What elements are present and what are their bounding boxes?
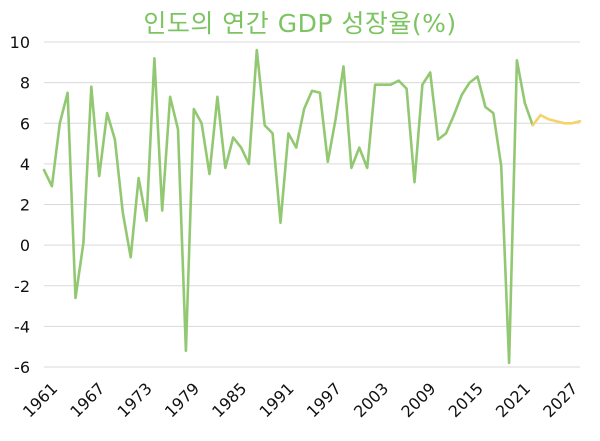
x-tick-label: 2027 [539,379,581,421]
y-tick-label: 8 [20,74,30,93]
grid-lines [44,41,580,368]
x-axis-ticks: 1961 1967 1973 1979 1985 1991 1997 2003 2009 2015… [19,379,581,421]
y-axis-ticks: 10 8 6 4 2 0 -2 -4 -6 [10,33,30,377]
y-tick-label: 4 [20,155,30,174]
y-tick-label: 2 [20,196,30,215]
x-tick-label: 2003 [350,379,392,421]
series-line-forecast [531,113,582,127]
y-tick-label: -2 [14,277,30,296]
y-tick-label: 10 [10,33,30,52]
x-tick-label: 1967 [66,379,108,421]
y-tick-label: -4 [14,317,30,336]
x-tick-label: 1997 [303,379,345,421]
chart-title: 인도의 연간 GDP 성장율(%) [143,9,457,38]
x-tick-label: 2015 [445,379,487,421]
series-line-actual [42,48,535,365]
x-tick-label: 2009 [397,379,439,421]
y-tick-label: 6 [20,114,30,133]
x-tick-label: 1961 [19,379,61,421]
x-tick-label: 1985 [208,379,250,421]
x-tick-label: 1973 [114,379,156,421]
x-tick-label: 1991 [255,379,297,421]
x-tick-label: 2021 [492,379,534,421]
x-tick-label: 1979 [161,379,203,421]
y-tick-label: 0 [20,236,30,255]
series-layer [42,48,582,365]
y-tick-label: -6 [14,358,30,377]
